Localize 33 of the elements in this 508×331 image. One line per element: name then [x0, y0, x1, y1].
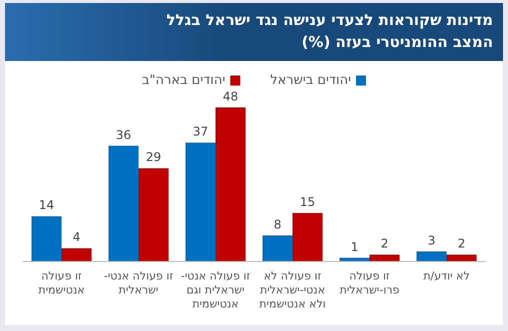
bar	[32, 216, 62, 261]
bar	[138, 168, 168, 261]
bar	[216, 107, 246, 261]
chart-title: מדינות שקוראות לצעדי ענישה נגד ישראל בגלל המצב ההומניטרי בעזה (%)	[5, 3, 503, 61]
data-label: 15	[300, 195, 316, 209]
data-label: 2	[380, 236, 388, 251]
x-tick-label: זו פעולה לא אנטי-ישראלית ולא אנטישמית	[259, 270, 326, 310]
data-label: 4	[72, 230, 80, 244]
bar	[446, 254, 476, 261]
x-tick-label: לא יודע/ת	[423, 270, 470, 282]
bar	[292, 213, 322, 261]
data-label: 48	[222, 89, 238, 104]
data-label: 29	[146, 150, 162, 164]
data-label: 8	[274, 217, 282, 232]
x-tick-label: זו פעולה פרו-ישראלית	[340, 270, 400, 296]
data-label: 36	[116, 128, 132, 142]
bar	[370, 254, 400, 261]
legend-label: יהודים בארה"ב	[142, 73, 226, 88]
bar	[108, 146, 138, 261]
bar	[186, 142, 216, 261]
bar	[262, 235, 292, 261]
data-label: 14	[38, 198, 54, 212]
bar	[416, 251, 446, 261]
data-label: 1	[350, 240, 358, 254]
data-label: 37	[192, 124, 208, 139]
legend-label: יהודים בישראל	[270, 73, 352, 88]
bar	[340, 258, 370, 261]
x-tick-label: זו פעולה אנטישמית	[38, 270, 85, 296]
x-tick-label: זו פעולה אנטי- ישראלית וגם אנטישמית	[180, 270, 250, 310]
x-tick-label: זו פעולה אנטי- ישראלית	[104, 270, 174, 296]
bar	[62, 248, 92, 261]
data-label: 2	[458, 236, 466, 251]
data-label: 3	[428, 233, 436, 248]
